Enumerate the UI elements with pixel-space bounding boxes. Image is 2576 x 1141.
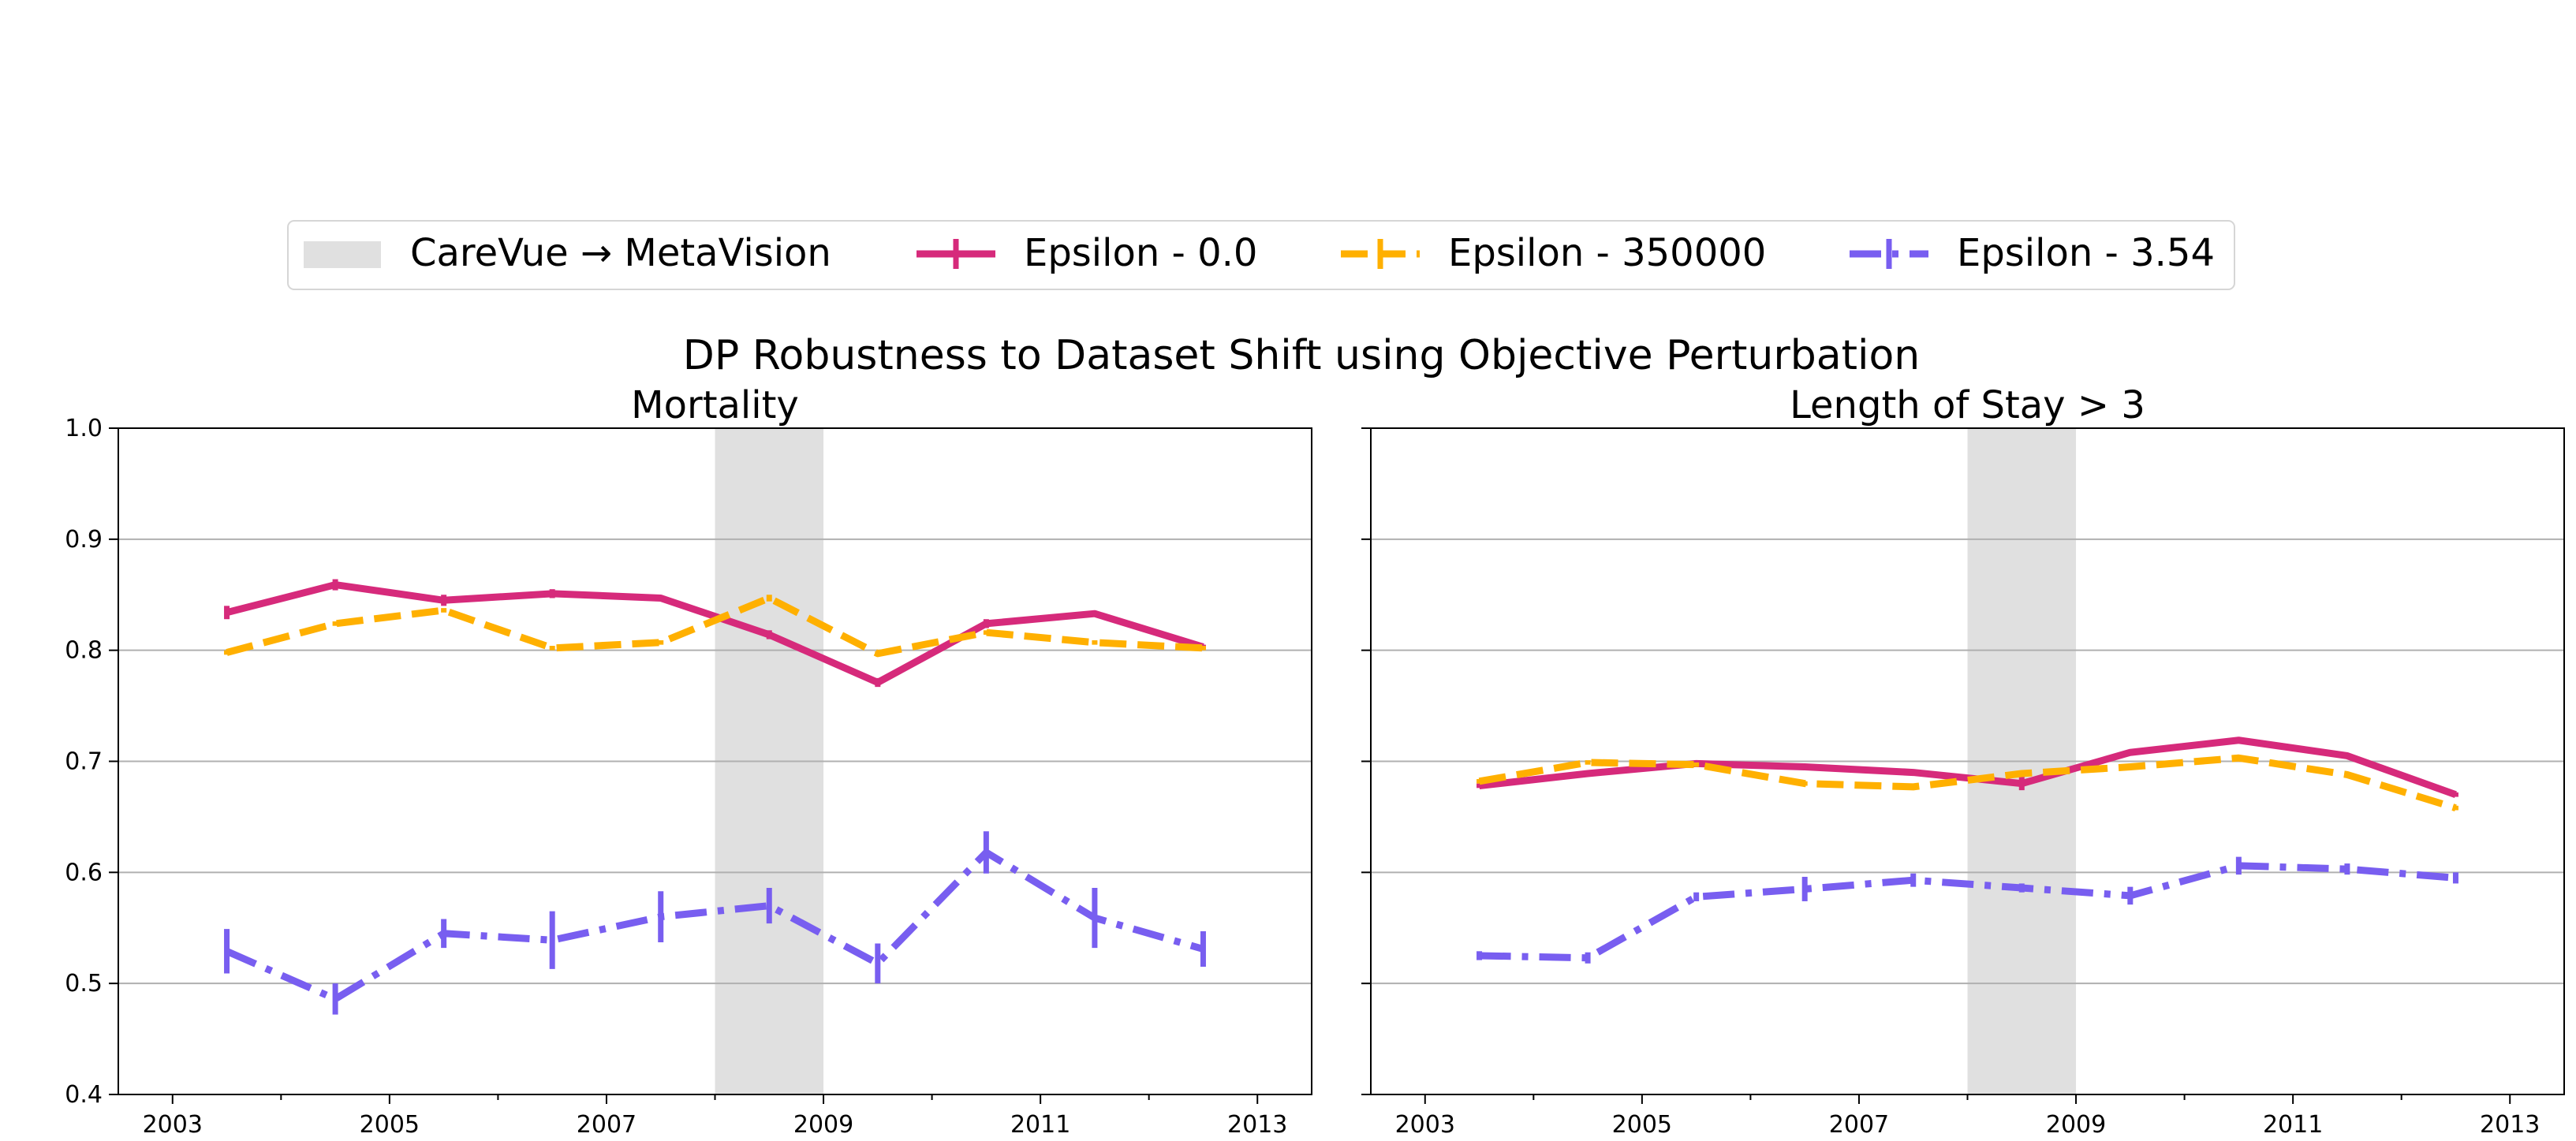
mortality-panel: 2003 2005 2007 2009 2011 2013 0.4 0.5 0.6 0.7 0.8 0… [65,383,1312,1139]
legend-swatch-eps-3-54 [1850,239,1928,269]
legend-label-eps-350000: Epsilon - 350000 [1448,231,1766,275]
y-tick-label: 1.0 [65,415,103,442]
y-tick-label: 0.8 [65,637,103,665]
legend-swatch-eps-0 [917,239,995,269]
x-tick-label: 2011 [1010,1111,1070,1139]
y-tick-label: 0.7 [65,748,103,776]
series-group [1477,736,2458,964]
legend-frame [287,220,2235,290]
series-line-epsilon-0-0 [226,581,1204,687]
x-tick-label: 2011 [2263,1111,2323,1139]
legend-label-shift: CareVue → MetaVision [410,231,831,275]
length-of-stay-panel: 2003 2005 2007 2009 2011 2013 Length of Stay >… [1361,383,2565,1139]
x-tick-label: 2003 [143,1111,203,1139]
y-tick-label: 0.6 [65,859,103,886]
x-tick-label: 2005 [1612,1111,1672,1139]
x-tick-label: 2009 [2046,1111,2106,1139]
series-line-epsilon-3-54 [1479,862,2456,962]
legend-swatch-eps-350000 [1341,239,1420,269]
series-line-epsilon-350000 [226,594,1204,658]
x-tick-label: 2003 [1395,1111,1455,1139]
figure-title: DP Robustness to Dataset Shift using Obj… [683,332,1920,379]
legend-swatch-shift [304,241,381,268]
legend-label-eps-3-54: Epsilon - 3.54 [1957,231,2215,275]
x-tick-label: 2007 [1829,1111,1889,1139]
series-line-epsilon-3-54 [225,848,1204,1003]
series-group [224,579,1206,1015]
y-tick-label: 0.5 [65,970,103,997]
y-tick-label: 0.4 [65,1081,103,1109]
x-tick-label: 2007 [577,1111,637,1139]
legend-label-eps-0: Epsilon - 0.0 [1024,231,1257,275]
panel-title: Length of Stay > 3 [1790,383,2145,427]
x-tick-label: 2005 [360,1111,420,1139]
x-tick-label: 2009 [793,1111,853,1139]
x-tick-label: 2013 [1227,1111,1287,1139]
legend: CareVue → MetaVision Epsilon - 0.0 Epsil… [287,220,2235,290]
series-line-epsilon-350000 [1478,754,2457,811]
x-tick-label: 2013 [2480,1111,2540,1139]
panel-title: Mortality [631,383,799,427]
y-tick-label: 0.9 [65,526,103,554]
